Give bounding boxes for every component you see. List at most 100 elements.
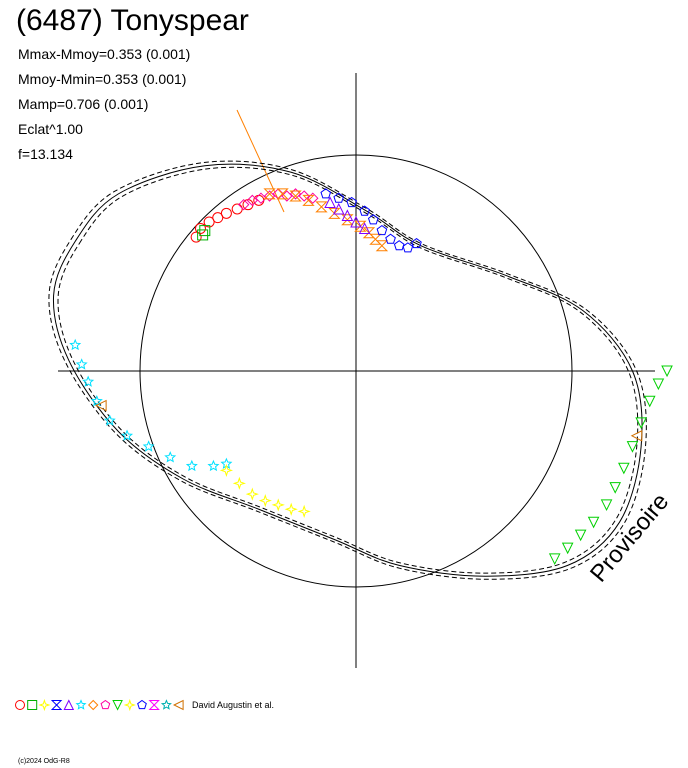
data-point-s5-p0	[320, 188, 332, 199]
legend-marker-2	[38, 698, 51, 712]
data-point-s7-p1	[232, 476, 246, 490]
data-point-s4-p4	[358, 222, 371, 234]
data-point-s3-p4	[315, 201, 328, 213]
data-point-s1-p0	[197, 229, 209, 241]
legend-marker-13	[172, 699, 184, 711]
data-point-s9-p1	[630, 429, 643, 442]
data-point-s8-p0	[548, 553, 561, 566]
data-point-s6-p0	[69, 338, 82, 351]
data-point-s8-p6	[618, 462, 630, 475]
data-point-s0-p2	[203, 216, 215, 228]
data-point-s5-p5	[376, 224, 388, 236]
stats-block: Mmax-Mmoy=0.353 (0.001) Mmoy-Mmin=0.353 …	[18, 42, 190, 167]
data-point-s5-p1	[333, 192, 345, 203]
data-point-s6-p6	[142, 440, 155, 452]
data-point-s6-p1	[75, 358, 88, 370]
data-point-s4-p3	[350, 215, 362, 228]
stat-mmax-mmoy: Mmax-Mmoy=0.353 (0.001)	[18, 46, 191, 62]
data-point-s8-p1	[561, 542, 574, 555]
data-point-s3-p10	[375, 240, 389, 252]
data-point-s4-p0	[324, 196, 336, 209]
reference-circle	[139, 154, 573, 588]
data-point-s8-p8	[635, 417, 647, 429]
data-point-s3-p1	[276, 188, 289, 200]
stat-mamp: Mamp=0.706 (0.001)	[18, 96, 149, 112]
data-point-s7-p3	[258, 493, 272, 508]
data-point-s7-p2	[245, 487, 259, 501]
legend-marker-4	[63, 699, 75, 710]
data-point-s2-p8	[307, 192, 319, 204]
data-point-s3-p6	[341, 214, 354, 226]
data-point-s9-p0	[95, 399, 107, 412]
data-point-s8-p2	[574, 529, 587, 542]
model-curve-lower	[57, 166, 639, 574]
model-curves	[48, 160, 647, 580]
data-point-s8-p11	[661, 365, 673, 378]
legend-markers	[15, 698, 184, 712]
data-point-s5-p9	[411, 237, 422, 249]
data-point-s8-p7	[626, 441, 639, 453]
data-point-s4-p2	[341, 209, 354, 221]
legend-marker-1	[27, 700, 38, 710]
data-point-s5-p7	[393, 240, 405, 251]
legend-marker-10	[137, 699, 147, 710]
data-point-s3-p2	[289, 190, 302, 202]
data-point-s0-p5	[231, 203, 243, 215]
data-point-s2-p3	[263, 190, 276, 202]
legend-marker-9	[123, 698, 136, 712]
data-point-s6-p7	[164, 451, 177, 463]
data-point-s8-p3	[587, 516, 600, 529]
legend-marker-8	[112, 700, 123, 711]
data-point-s2-p2	[255, 192, 267, 204]
data-point-s6-p5	[121, 429, 134, 441]
data-point-s6-p4	[103, 414, 116, 426]
data-point-s0-p1	[194, 222, 206, 234]
data-point-s8-p10	[652, 378, 665, 391]
data-point-s6-p2	[82, 375, 95, 387]
legend-marker-7	[100, 699, 111, 710]
data-point-s2-p0	[237, 198, 250, 211]
data-point-s8-p5	[609, 482, 622, 494]
data-point-s0-p3	[212, 212, 224, 224]
data-point-s6-p3	[90, 394, 103, 407]
data-point-s5-p4	[367, 214, 379, 225]
data-point-s0-p4	[220, 207, 232, 219]
data-point-s5-p8	[402, 242, 414, 253]
data-point-s4-p1	[332, 202, 345, 215]
stat-eclat: Eclat^1.00	[18, 121, 83, 137]
data-point-s2-p4	[272, 188, 284, 200]
data-point-s5-p2	[346, 196, 358, 208]
data-point-s3-p3	[302, 194, 315, 206]
data-point-s3-p0	[263, 188, 276, 200]
legend-marker-11	[148, 700, 160, 710]
legend-marker-6	[87, 699, 99, 711]
legend-author: David Augustin et al.	[192, 700, 275, 710]
data-point-s1-p1	[199, 225, 211, 237]
stat-frequency: f=13.134	[18, 146, 73, 162]
data-point-s2-p1	[246, 194, 259, 207]
data-point-s7-p5	[284, 502, 298, 516]
legend-marker-3	[50, 700, 63, 710]
axes-layer	[58, 73, 655, 668]
data-point-s6-p9	[207, 459, 220, 472]
phase-marker-line	[236, 109, 285, 213]
model-curve-main	[52, 163, 643, 577]
legend-marker-0	[15, 700, 25, 710]
legend-marker-5	[75, 699, 87, 710]
data-point-s2-p6	[289, 188, 302, 200]
legend-marker-12	[160, 699, 172, 710]
data-point-s8-p9	[643, 395, 656, 408]
data-point-s2-p7	[298, 190, 310, 202]
data-point-s5-p6	[385, 233, 396, 244]
data-point-s7-p6	[297, 504, 311, 519]
data-point-s7-p4	[271, 498, 285, 512]
data-points	[69, 188, 673, 566]
data-point-s0-p0	[190, 231, 202, 243]
data-point-s6-p8	[185, 459, 198, 472]
copyright: (c)2024 OdG-R8	[18, 758, 70, 765]
data-point-s5-p3	[359, 205, 370, 216]
stat-mmoy-mmin: Mmoy-Mmin=0.353 (0.001)	[18, 71, 187, 87]
data-point-s7-p0	[219, 463, 234, 477]
chart-title: (6487) Tonyspear	[16, 4, 249, 37]
